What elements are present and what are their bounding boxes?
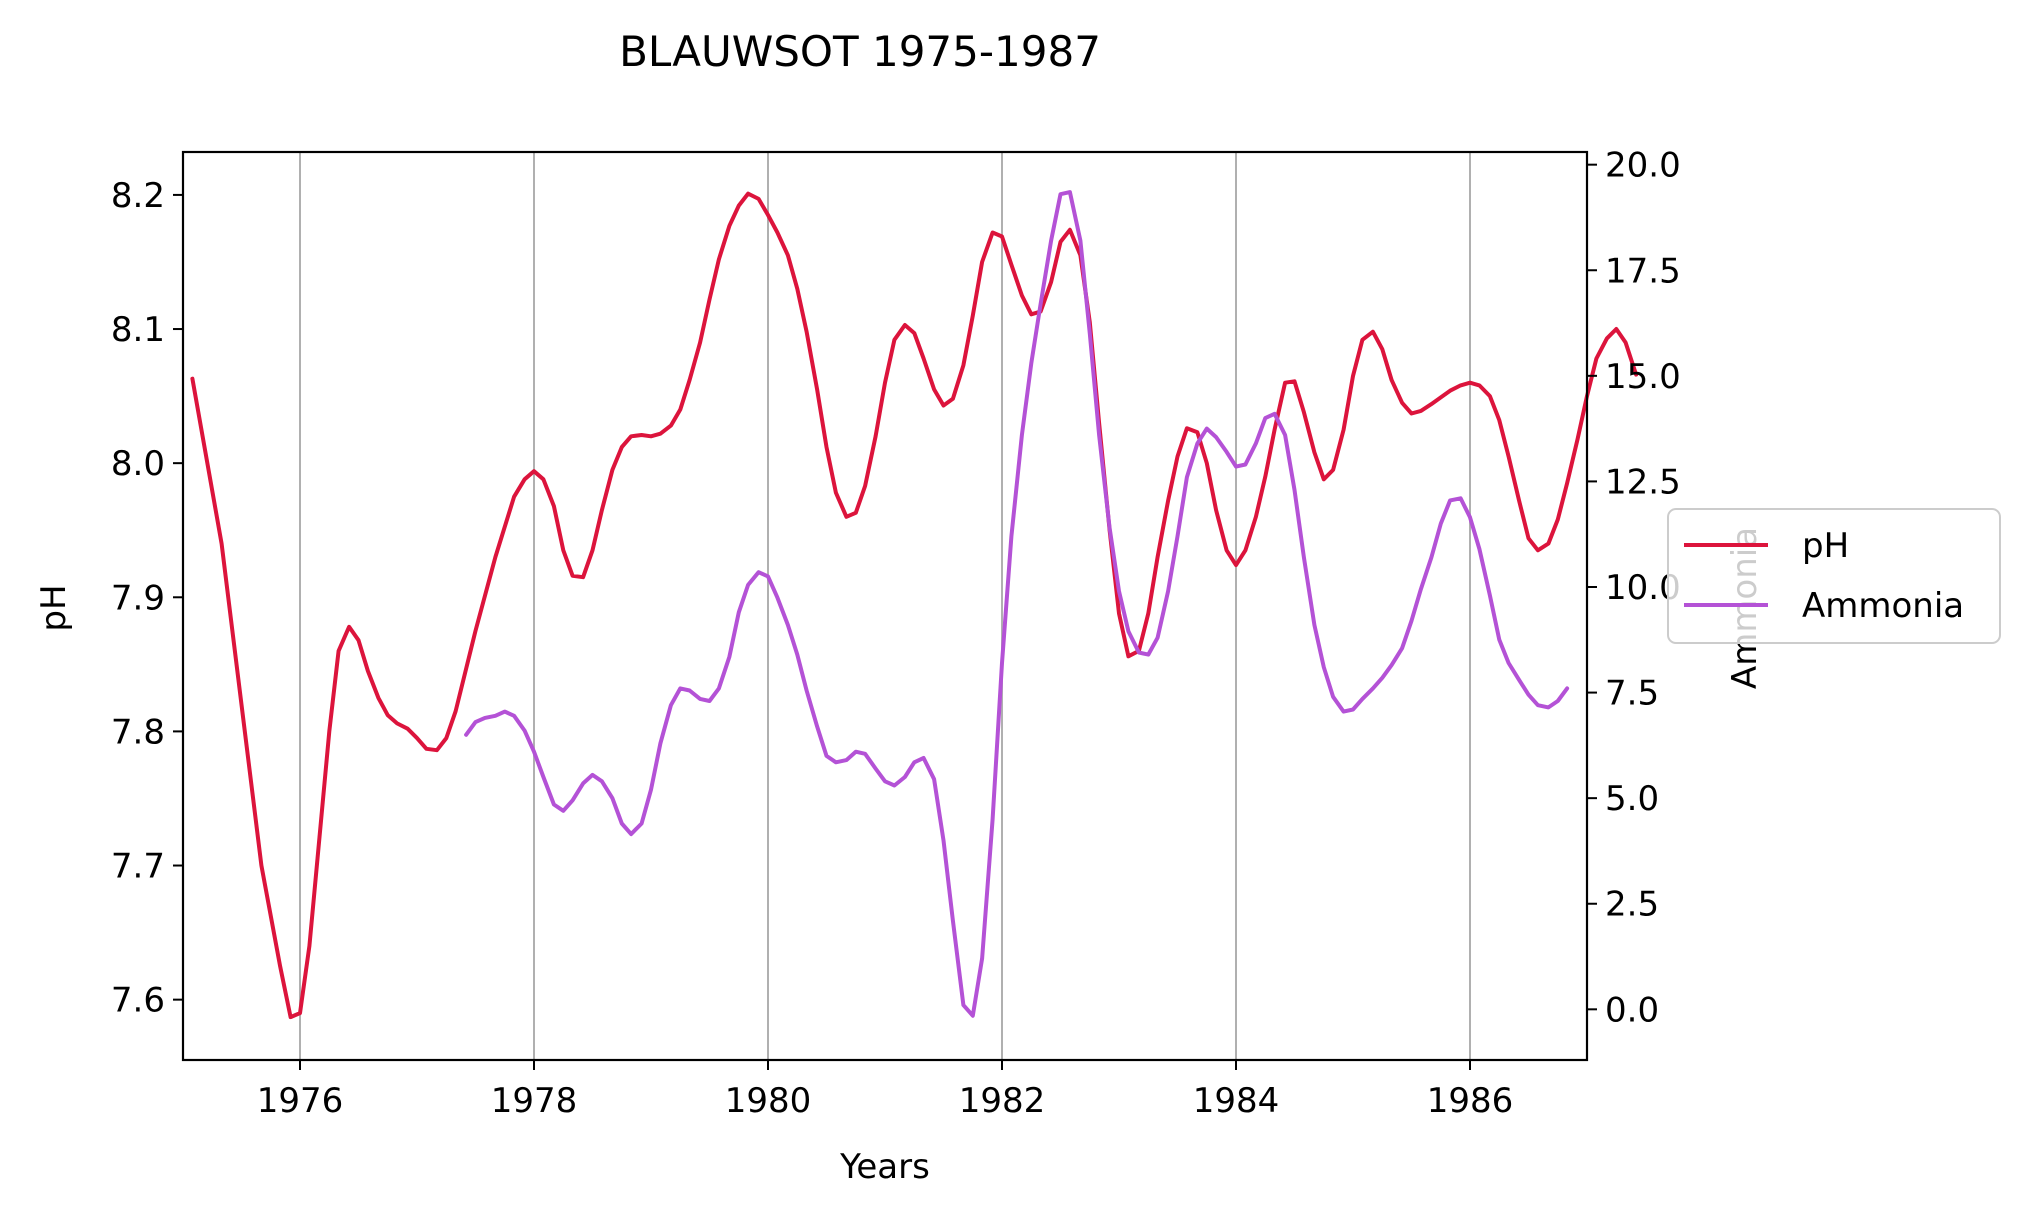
y-axis-title: pH [34, 584, 74, 631]
legend-box [1667, 508, 2001, 644]
y-tick-label: 7.9 [111, 578, 165, 618]
y2-tick-label: 15.0 [1605, 357, 1681, 397]
series-layer [190, 190, 1639, 1020]
x-tick-label: 1980 [725, 1081, 812, 1121]
y-tick-label: 7.8 [111, 712, 165, 752]
series-line-ammonia [464, 190, 1570, 1018]
y-tick-label: 7.7 [111, 847, 165, 887]
x-tick-label: 1984 [1193, 1081, 1280, 1121]
x-axis: 1976 1978 1980 1982 1984 1986 [257, 1060, 1514, 1121]
chart-title: BLAUWSOT 1975-1987 [619, 27, 1101, 76]
y2-tick-label: 7.5 [1605, 674, 1659, 714]
legend-label-ammonia: Ammonia [1802, 586, 1964, 626]
legend: pH Ammonia [1667, 508, 2001, 644]
y2-tick-label: 2.5 [1605, 885, 1659, 925]
y2-tick-label: 17.5 [1605, 251, 1681, 291]
x-tick-label: 1976 [257, 1081, 344, 1121]
series-line-ph [190, 191, 1639, 1020]
y2-tick-label: 12.5 [1605, 462, 1681, 502]
x-tick-label: 1986 [1427, 1081, 1514, 1121]
y-tick-label: 8.2 [111, 176, 165, 216]
legend-label-ph: pH [1802, 526, 1849, 566]
plot-frame [181, 150, 1589, 1062]
y-axis-left: 7.6 7.7 7.8 7.9 8.0 8.1 8.2 [111, 176, 183, 1021]
y-tick-label: 8.1 [111, 310, 165, 350]
y-tick-label: 8.0 [111, 444, 165, 484]
x-tick-label: 1978 [491, 1081, 578, 1121]
y-tick-label: 7.6 [111, 981, 165, 1021]
x-tick-label: 1982 [959, 1081, 1046, 1121]
y2-tick-label: 5.0 [1605, 779, 1659, 819]
y2-tick-label: 0.0 [1605, 990, 1659, 1030]
y2-tick-label: 20.0 [1605, 146, 1681, 186]
x-axis-title: Years [839, 1147, 930, 1187]
grid-layer [299, 152, 1471, 1060]
